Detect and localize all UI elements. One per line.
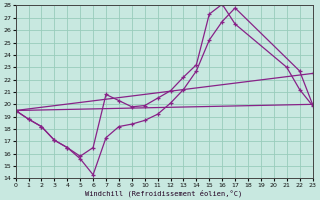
X-axis label: Windchill (Refroidissement éolien,°C): Windchill (Refroidissement éolien,°C) bbox=[85, 189, 243, 197]
